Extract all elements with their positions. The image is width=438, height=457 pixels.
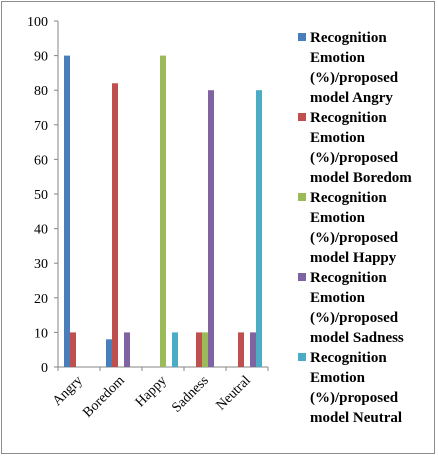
legend-label: Emotion <box>310 50 366 66</box>
legend-label: Emotion <box>310 130 366 146</box>
legend-label: Recognition <box>310 30 387 46</box>
legend-label: Recognition <box>310 190 387 206</box>
y-tick-label: 30 <box>34 257 48 272</box>
bar <box>250 332 256 367</box>
legend-label: (%)/proposed <box>310 230 399 246</box>
y-tick-label: 60 <box>34 153 48 168</box>
bar <box>160 55 166 367</box>
legend-label: model Happy <box>310 250 397 266</box>
y-axis: 0 10 20 30 40 50 60 70 80 90 100 <box>27 15 59 376</box>
legend-label: Recognition <box>310 350 387 366</box>
x-tick-label: Sadness <box>169 373 212 416</box>
y-tick-label: 20 <box>34 292 48 307</box>
legend-label: Emotion <box>310 210 366 226</box>
x-tick-label: Boredom <box>80 373 128 421</box>
y-tick-label: 10 <box>34 326 48 341</box>
legend-swatch <box>298 273 306 281</box>
bar <box>64 55 70 367</box>
legend-label: Emotion <box>310 370 366 386</box>
legend-label: Recognition <box>310 270 387 286</box>
legend-label: model Boredom <box>310 170 412 186</box>
legend-swatch <box>298 193 306 201</box>
y-tick-label: 70 <box>34 119 48 134</box>
bar <box>106 339 112 367</box>
legend-label: (%)/proposed <box>310 310 399 326</box>
legend-label: model Sadness <box>310 330 404 346</box>
legend-swatch <box>298 113 306 121</box>
legend-label: Recognition <box>310 110 387 126</box>
legend-label: (%)/proposed <box>310 150 399 166</box>
bar <box>238 332 244 367</box>
legend-label: model Angry <box>310 90 393 106</box>
bar <box>256 90 262 367</box>
x-tick-label: Angry <box>50 373 86 409</box>
bar <box>202 332 208 367</box>
bar <box>112 83 118 367</box>
bar <box>70 332 76 367</box>
y-tick-label: 50 <box>34 188 48 203</box>
bar <box>208 90 214 367</box>
y-tick-label: 0 <box>41 361 48 376</box>
legend: Recognition Emotion (%)/proposed model Angr… <box>298 30 412 426</box>
legend-label: (%)/proposed <box>310 390 399 406</box>
legend-label: model Neutral <box>310 410 402 426</box>
y-tick-label: 80 <box>34 84 48 99</box>
bar <box>196 332 202 367</box>
legend-swatch <box>298 33 306 41</box>
y-tick-label: 90 <box>34 50 48 65</box>
bar <box>124 332 130 367</box>
x-tick-label: Neutral <box>214 373 254 413</box>
legend-swatch <box>298 353 306 361</box>
legend-label: (%)/proposed <box>310 70 399 86</box>
bar <box>172 332 178 367</box>
y-tick-label: 100 <box>27 15 48 30</box>
legend-label: Emotion <box>310 290 366 306</box>
x-tick-label: Happy <box>133 373 170 410</box>
bars <box>64 55 262 367</box>
y-tick-label: 40 <box>34 223 48 238</box>
